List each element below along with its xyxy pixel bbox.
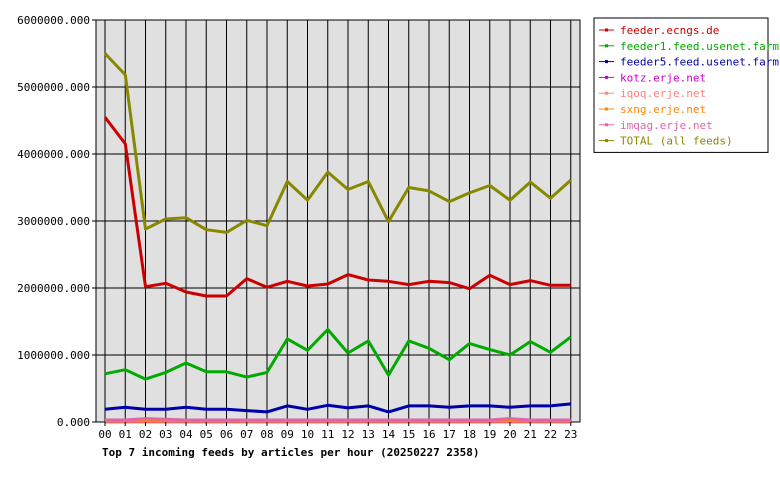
- x-tick-label: 06: [220, 428, 233, 441]
- x-tick-label: 05: [200, 428, 213, 441]
- series-line: [105, 417, 571, 422]
- legend-label: TOTAL (all feeds): [620, 135, 733, 148]
- legend-marker: [605, 75, 608, 79]
- legend-marker: [605, 60, 608, 64]
- series-line: [103, 116, 571, 298]
- series-line: [104, 402, 571, 414]
- x-tick-label: 12: [341, 428, 354, 441]
- x-tick-label: 01: [119, 428, 132, 441]
- x-tick-label: 20: [503, 428, 516, 441]
- x-tick-label: 03: [159, 428, 172, 441]
- x-tick-label: 16: [422, 428, 435, 441]
- y-tick-label: 0.000: [57, 416, 90, 429]
- y-tick-label: 3000000.000: [17, 215, 90, 228]
- y-tick-label: 4000000.000: [17, 148, 90, 161]
- legend: feeder.ecngs.de feeder1.feed.usenet.farm f…: [593, 17, 779, 153]
- legend-label: imqag.erje.net: [620, 119, 713, 132]
- y-axis-ticks: 0.000 1000000.000 2000000.000 3000000.000 40…: [17, 14, 96, 429]
- series-line: [104, 328, 572, 381]
- legend-marker: [605, 123, 608, 127]
- x-tick-label: 08: [260, 428, 273, 441]
- legend-label: iqoq.erje.net: [620, 87, 706, 100]
- x-tick-label: 10: [301, 428, 314, 441]
- x-tick-label: 02: [139, 428, 152, 441]
- legend-label: feeder1.feed.usenet.farm: [620, 40, 779, 53]
- legend-label: sxng.erje.net: [620, 103, 706, 116]
- x-tick-label: 15: [402, 428, 415, 441]
- x-tick-label: 14: [382, 428, 396, 441]
- y-tick-label: 6000000.000: [17, 14, 90, 27]
- x-tick-label: 19: [483, 428, 496, 441]
- x-tick-label: 11: [321, 428, 334, 441]
- y-tick-label: 5000000.000: [17, 81, 90, 94]
- chart-title: Top 7 incoming feeds by articles per hou…: [102, 446, 480, 459]
- x-tick-label: 22: [544, 428, 557, 441]
- x-tick-label: 23: [564, 428, 577, 441]
- legend-marker: [605, 139, 608, 143]
- x-tick-label: 17: [443, 428, 456, 441]
- legend-label: feeder.ecngs.de: [620, 24, 719, 37]
- series-line: [103, 52, 572, 234]
- legend-label: feeder5.feed.usenet.farm: [620, 56, 779, 69]
- x-tick-label: 09: [281, 428, 294, 441]
- x-tick-label: 18: [463, 428, 476, 441]
- legend-marker: [605, 107, 608, 111]
- x-tick-label: 00: [98, 428, 111, 441]
- legend-marker: [605, 91, 608, 95]
- x-tick-label: 21: [524, 428, 537, 441]
- series-lines: [103, 52, 572, 424]
- x-tick-label: 13: [362, 428, 375, 441]
- x-axis-ticks: 00 01 02 03 04 05 06 07 08 09 10 11 12 13 14 15 16 17 18 19…: [98, 422, 577, 441]
- x-tick-label: 07: [240, 428, 253, 441]
- legend-box: [593, 17, 769, 153]
- y-tick-label: 1000000.000: [17, 349, 90, 362]
- y-tick-label: 2000000.000: [17, 282, 90, 295]
- legend-label: kotz.erje.net: [620, 71, 706, 84]
- legend-marker: [605, 44, 608, 48]
- x-tick-label: 04: [179, 428, 193, 441]
- legend-marker: [605, 28, 608, 32]
